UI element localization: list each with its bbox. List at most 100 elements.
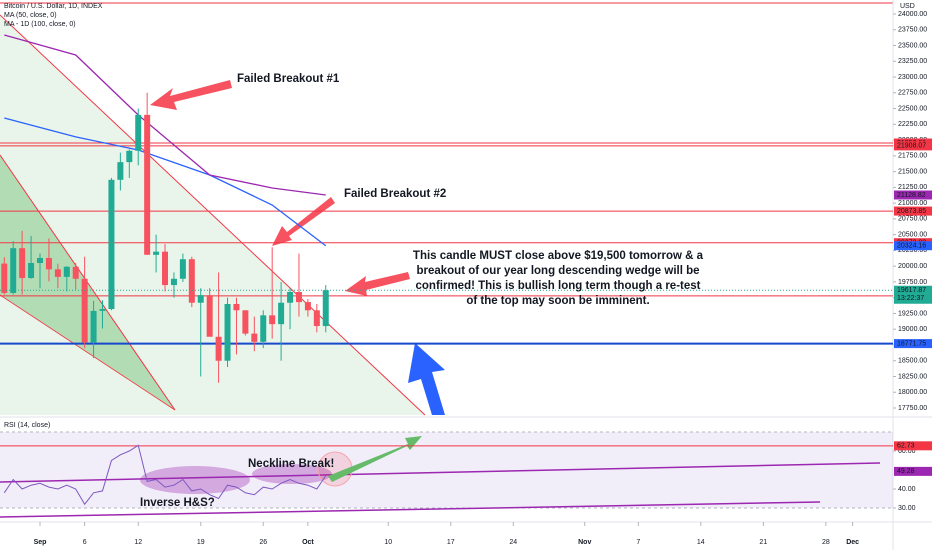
blue-arrow — [408, 343, 445, 415]
price-tag — [894, 190, 932, 200]
price-tag-label: 20324.16 — [897, 243, 926, 250]
x-tick-label: Oct — [302, 539, 314, 546]
price-tag-label: 62.73 — [897, 443, 915, 450]
y-tick-label: 19000.00 — [898, 326, 927, 333]
x-tick-label: 19 — [197, 539, 205, 546]
candle-body — [153, 251, 160, 255]
price-tag — [894, 441, 932, 451]
y-tick-label: 21000.00 — [898, 200, 927, 207]
candle-body — [63, 266, 70, 277]
y-tick-label: 18500.00 — [898, 358, 927, 365]
candle-body — [99, 309, 106, 311]
y-tick-label: 20750.00 — [898, 216, 927, 223]
red-arrow — [345, 272, 410, 296]
candle-body — [260, 315, 267, 342]
candle-body — [188, 259, 195, 303]
hs-shape — [252, 464, 332, 484]
y-tick-label: 21750.00 — [898, 153, 927, 160]
candle-body — [162, 251, 169, 286]
candle-body — [135, 114, 142, 151]
x-tick-label: 6 — [83, 539, 87, 546]
candle-body — [45, 257, 52, 270]
annotation: This candle MUST close above $19,500 tom… — [413, 250, 704, 262]
y-tick-label: 20500.00 — [898, 231, 927, 238]
x-tick-label: 12 — [134, 539, 142, 546]
annotation: Neckline Break! — [248, 458, 334, 470]
candle-body — [322, 290, 329, 327]
candle-body — [28, 263, 35, 279]
y-tick-label: 22500.00 — [898, 105, 927, 112]
candle-body — [179, 259, 186, 279]
ma-label: MA - 1D (100, close, 0) — [4, 21, 76, 28]
x-tick-label: 28 — [822, 539, 830, 546]
candle-body — [251, 333, 258, 342]
candle-body — [72, 266, 79, 279]
x-tick-label: Nov — [578, 539, 591, 546]
candle-body — [278, 302, 285, 325]
candle-body — [197, 295, 204, 303]
price-tag — [894, 466, 932, 476]
x-tick-label: Sep — [34, 539, 47, 546]
candle-body — [269, 315, 276, 325]
candle-body — [117, 162, 124, 180]
candle-body — [90, 310, 97, 343]
price-tag-label: 18771.75 — [897, 340, 926, 347]
y-tick-label: 20000.00 — [898, 263, 927, 270]
annotation: breakout of our year long descending wed… — [416, 265, 699, 277]
candle-body — [170, 278, 177, 286]
y-tick-label: 22250.00 — [898, 121, 927, 128]
y-tick-label: 19250.00 — [898, 310, 927, 317]
red-arrow — [150, 80, 232, 110]
x-tick-label: Dec — [846, 539, 859, 546]
ma-label: MA (50, close, 0) — [4, 12, 57, 19]
y-tick-label: 23500.00 — [898, 42, 927, 49]
candle-body — [304, 302, 311, 311]
price-tag-label: 19617.87 — [897, 287, 926, 294]
candle-body — [37, 257, 43, 264]
y-tick-label: 18250.00 — [898, 373, 927, 380]
x-tick-label: 21 — [759, 539, 767, 546]
rsi-band — [0, 432, 893, 508]
price-tag-label: 21128.82 — [897, 192, 926, 199]
ma-line — [4, 117, 327, 247]
y-tick-label: 23000.00 — [898, 74, 927, 81]
candle-body — [313, 310, 320, 327]
y-tick-label: 60.00 — [898, 448, 916, 455]
rsi-label: RSI (14, close) — [4, 422, 50, 429]
candle-body — [215, 336, 222, 361]
countdown: 13:22:37 — [897, 295, 924, 302]
candle-body — [1, 263, 8, 293]
candle-body — [19, 248, 26, 279]
y-tick-label: 40.00 — [898, 486, 916, 493]
candle-body — [126, 150, 133, 163]
price-tag — [894, 141, 932, 151]
y-tick-label: 17750.00 — [898, 405, 927, 412]
y-tick-label: 20250.00 — [898, 247, 927, 254]
x-tick-label: 26 — [259, 539, 267, 546]
annotation: of the top may soon be imminent. — [466, 295, 649, 307]
price-tag — [894, 241, 932, 251]
annotation: Failed Breakout #2 — [344, 188, 446, 200]
candle-body — [295, 292, 302, 303]
candle-body — [224, 303, 231, 361]
y-tick-label: 22750.00 — [898, 90, 927, 97]
support-line — [0, 501, 821, 518]
annotation: confirmed! This is bullish long term tho… — [416, 280, 701, 292]
currency: USD — [900, 3, 915, 10]
x-tick-label: 10 — [384, 539, 392, 546]
price-tag — [894, 339, 932, 349]
x-tick-label: 14 — [697, 539, 705, 546]
y-tick-label: 23250.00 — [898, 58, 927, 65]
chart-title: Bitcoin / U.S. Dollar, 1D, INDEX — [4, 3, 103, 10]
y-tick-label: 21500.00 — [898, 168, 927, 175]
y-tick-label: 21250.00 — [898, 184, 927, 191]
price-tag-label: 20873.85 — [897, 208, 926, 215]
price-tag — [894, 206, 932, 216]
candle-body — [54, 269, 61, 277]
y-tick-label: 24000.00 — [898, 11, 927, 18]
x-tick-label: 24 — [509, 539, 517, 546]
candle-body — [10, 248, 17, 293]
red-arrow — [272, 197, 335, 246]
